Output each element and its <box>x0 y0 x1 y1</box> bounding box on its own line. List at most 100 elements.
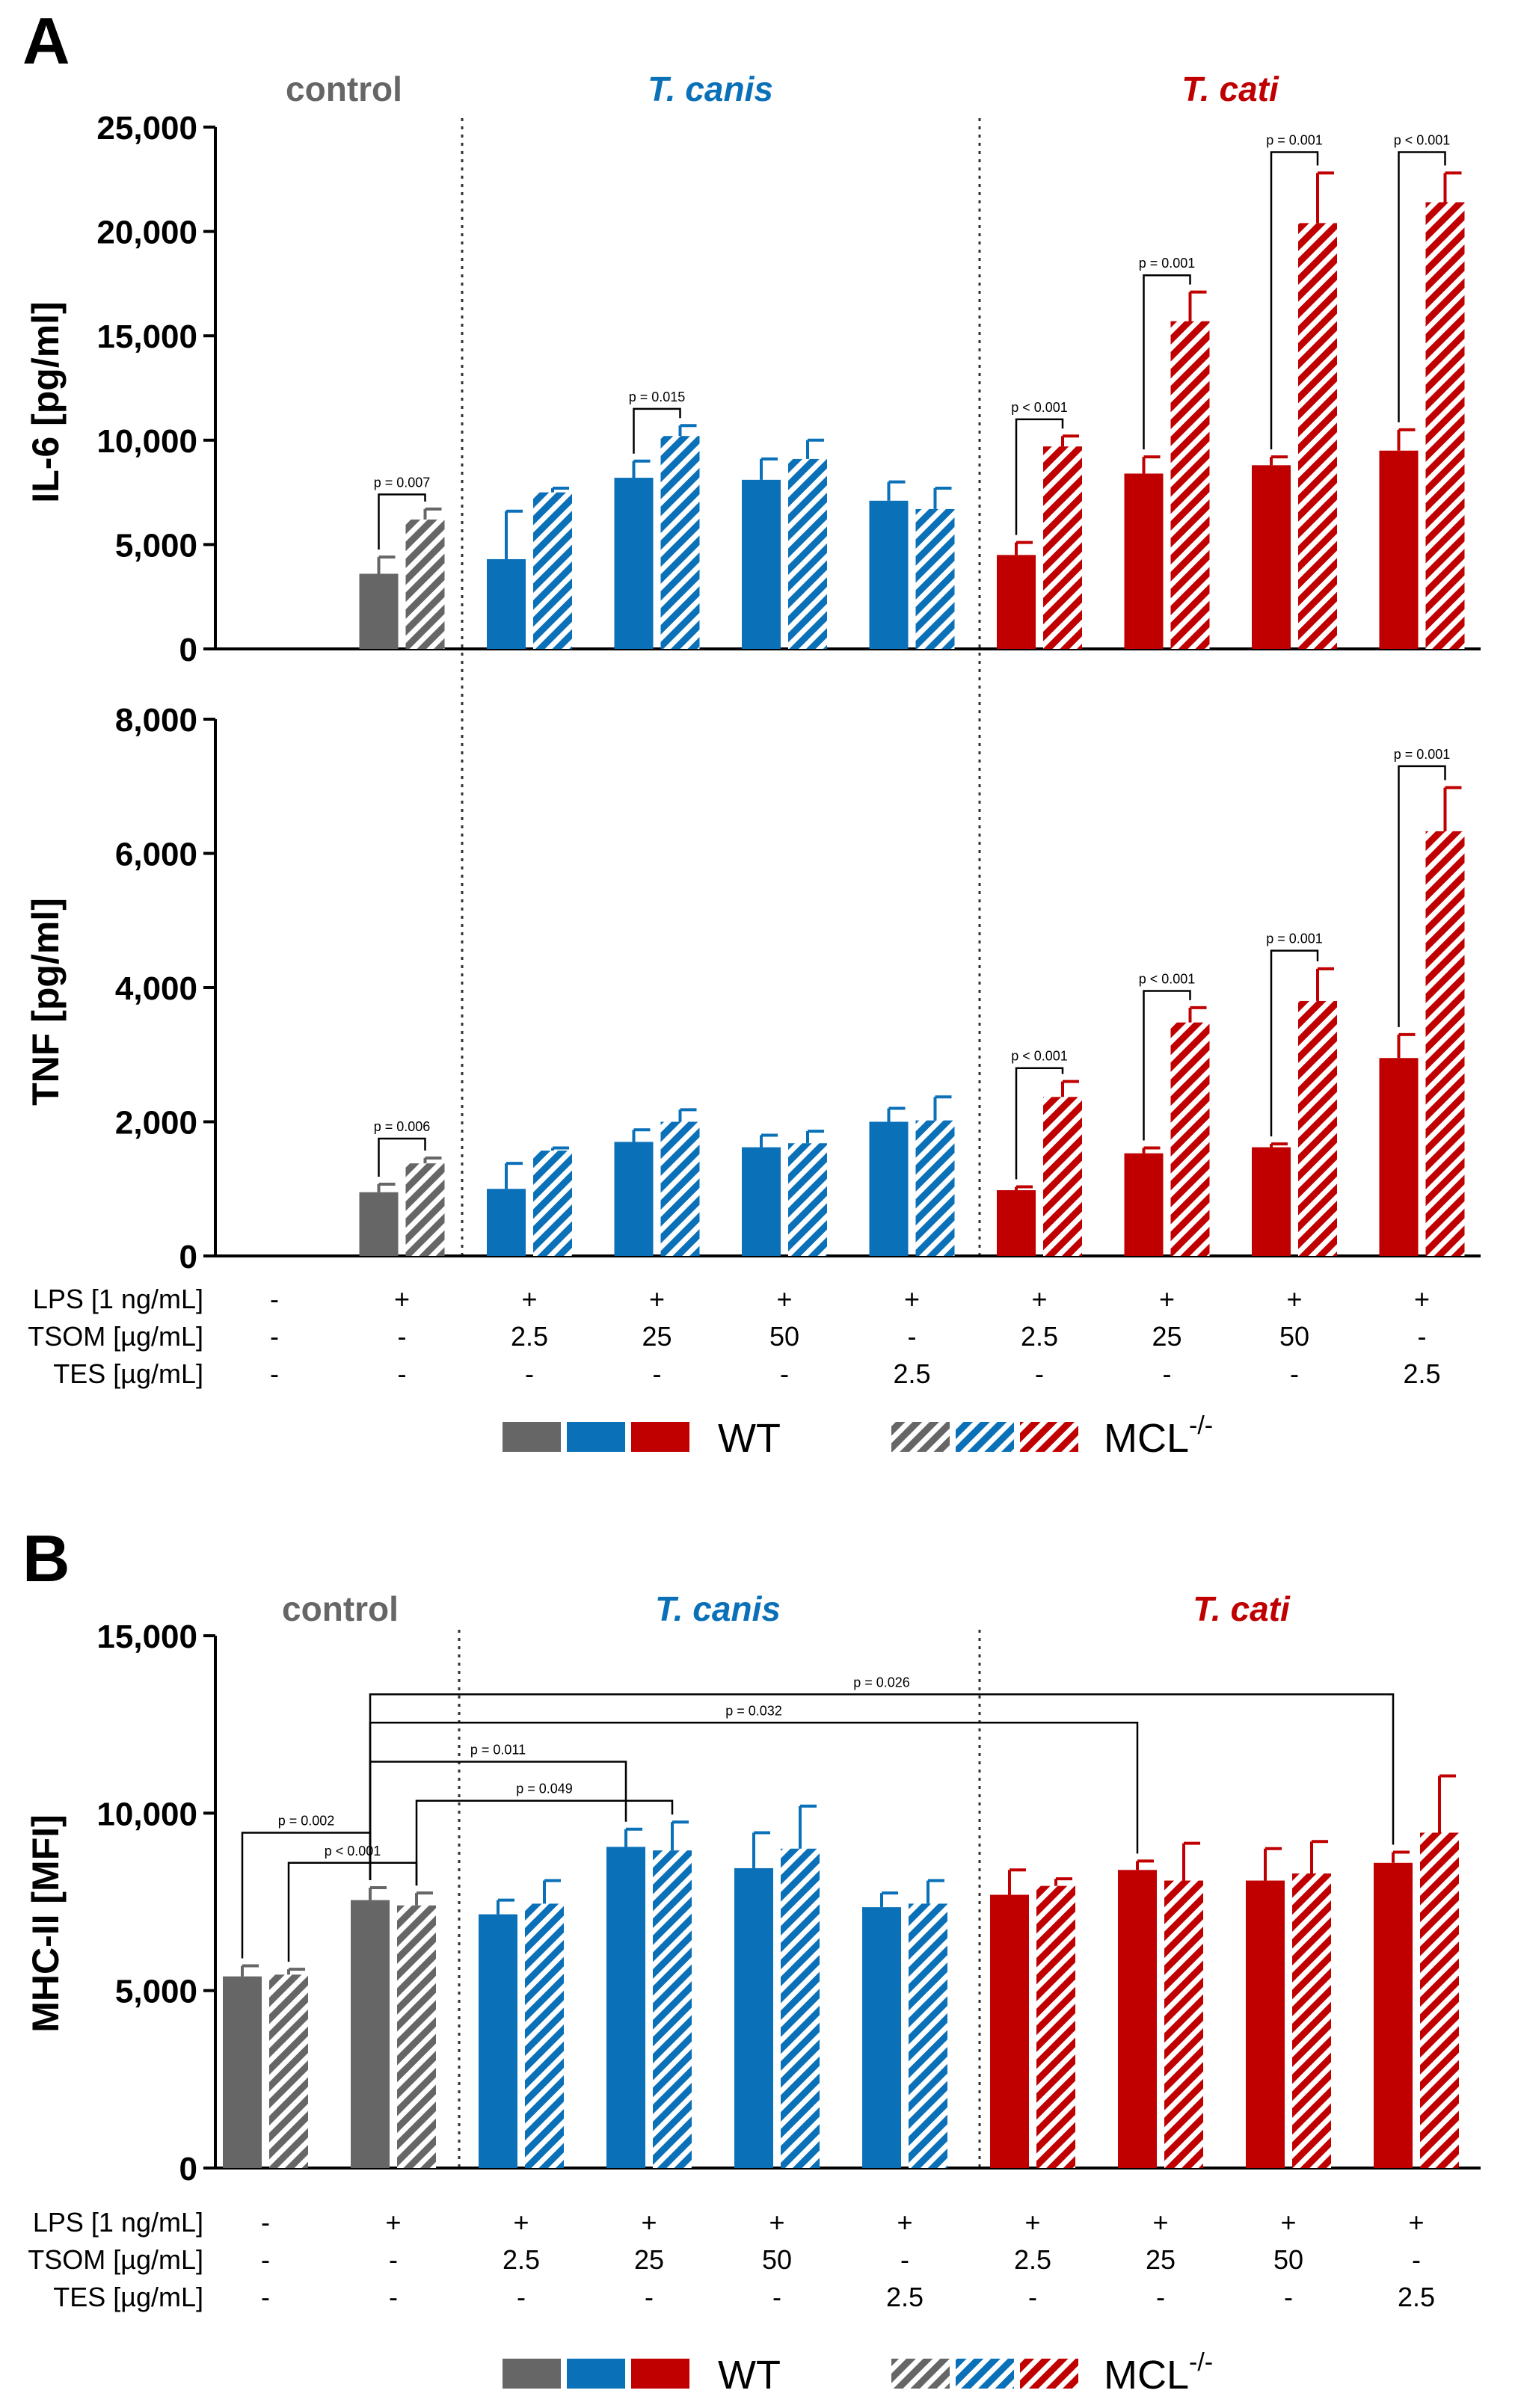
cell-lps: + <box>521 1284 537 1314</box>
bar <box>405 519 445 649</box>
cell-tsom: 25 <box>1152 1321 1181 1352</box>
cell-tes: - <box>772 2282 781 2312</box>
p-value-label: p < 0.001 <box>1011 400 1068 415</box>
cell-lps: + <box>776 1284 792 1314</box>
bar <box>1124 1153 1164 1256</box>
cell-tes: - <box>1028 2282 1037 2312</box>
panel-label-b: B <box>22 1521 70 1595</box>
row-label-tsom: TSOM [µg/mL] <box>28 2244 203 2275</box>
y-tick-label: 0 <box>179 2151 197 2187</box>
cell-lps: + <box>394 1284 410 1314</box>
bar <box>869 500 909 649</box>
cell-tsom: 2.5 <box>503 2244 540 2275</box>
bar <box>1170 321 1210 649</box>
legend-label-ko-sup: -/- <box>1189 1411 1213 1440</box>
p-value-label: p = 0.001 <box>1394 747 1451 762</box>
row-label-tsom: TSOM [µg/mL] <box>28 1321 203 1352</box>
p-value-label: p < 0.001 <box>325 1844 381 1859</box>
group-title-control-b: control <box>282 1589 399 1628</box>
cell-tsom: - <box>389 2244 398 2275</box>
group-title-cati-a: T. cati <box>1181 70 1279 108</box>
legend-swatch-ko-canis-b <box>956 2359 1014 2389</box>
cell-lps: - <box>270 1284 279 1314</box>
bar <box>915 1120 955 1256</box>
cell-lps: + <box>385 2207 401 2238</box>
significance-bracket <box>1143 990 1191 1141</box>
cell-lps: + <box>769 2207 784 2238</box>
p-value-label: p = 0.026 <box>853 1675 910 1690</box>
bar <box>1252 1147 1291 1256</box>
y-axis-label: TNF [pg/ml] <box>25 898 67 1106</box>
bar <box>1036 1885 1075 2168</box>
bar <box>788 458 827 649</box>
cell-tes: 2.5 <box>886 2282 924 2312</box>
bar <box>397 1905 436 2168</box>
bar <box>1170 1022 1210 1256</box>
bar <box>742 1147 781 1256</box>
legend-label-ko-b: MCL-/- <box>1104 2348 1213 2398</box>
cell-tes: 2.5 <box>1403 1358 1440 1389</box>
bar <box>1374 1862 1413 2168</box>
bar <box>1252 465 1291 649</box>
y-tick-label: 10,000 <box>96 423 197 460</box>
bar <box>1292 1873 1331 2168</box>
cell-tes: - <box>1035 1358 1044 1389</box>
cell-tes: - <box>261 2282 270 2312</box>
cell-lps: + <box>513 2207 529 2238</box>
bar <box>1043 446 1082 649</box>
bar <box>660 436 700 649</box>
bar <box>614 1142 654 1256</box>
significance-bracket <box>1398 151 1446 422</box>
bar <box>1118 1870 1157 2168</box>
bar <box>614 478 654 649</box>
legend-swatch-wt-control <box>503 1422 561 1452</box>
cell-lps: + <box>1280 2207 1296 2238</box>
legend-swatch-wt-canis-b <box>567 2359 625 2389</box>
p-value-label: p < 0.001 <box>1139 971 1196 986</box>
bar <box>990 1894 1029 2168</box>
legend-swatch-wt-cati <box>631 1422 689 1452</box>
legend-label-ko-base: MCL <box>1104 1416 1189 1461</box>
group-title-cati-b: T. cati <box>1193 1589 1291 1628</box>
legend-label-wt: WT <box>718 1416 781 1461</box>
cell-tsom: - <box>1418 1321 1427 1352</box>
cell-tsom: 50 <box>1279 1321 1309 1352</box>
cell-tes: - <box>270 1358 279 1389</box>
cell-tes: - <box>389 2282 398 2312</box>
legend-swatch-wt-control-b <box>503 2359 561 2389</box>
significance-line <box>369 1693 1395 1881</box>
cell-lps: + <box>1031 1284 1047 1314</box>
cell-tes: - <box>525 1358 534 1389</box>
cell-lps: + <box>1159 1284 1175 1314</box>
cell-tsom: 50 <box>762 2244 792 2275</box>
bar <box>487 1189 526 1256</box>
bar <box>1043 1097 1082 1256</box>
cell-lps: + <box>649 1284 665 1314</box>
p-value-label: p = 0.002 <box>278 1813 335 1828</box>
bar <box>1425 831 1465 1256</box>
cell-tes: - <box>653 1358 662 1389</box>
row-label-lps: LPS [1 ng/mL] <box>33 1284 203 1314</box>
significance-bracket <box>1143 274 1191 450</box>
cell-lps: + <box>1152 2207 1168 2238</box>
bar <box>405 1163 445 1256</box>
bar <box>869 1121 909 1256</box>
p-value-label: p = 0.001 <box>1266 932 1323 946</box>
cell-tsom: - <box>398 1321 407 1352</box>
p-value-label: p < 0.001 <box>1394 133 1451 148</box>
y-tick-label: 0 <box>179 1239 197 1275</box>
legend-label-ko: MCL-/- <box>1104 1411 1213 1461</box>
bar <box>742 479 781 649</box>
legend-swatch-ko-cati <box>1020 1422 1078 1452</box>
chart-mhcii: 0 5,000 10,000 15,000 MHC-II [MFI] p = 0.002 p… <box>25 1619 1481 2187</box>
y-tick-label: 6,000 <box>115 837 197 873</box>
bar <box>1298 223 1337 649</box>
bar <box>660 1121 700 1256</box>
cell-tsom: - <box>261 2244 270 2275</box>
bar <box>1425 202 1465 650</box>
significance-bracket <box>1398 765 1446 1027</box>
bar <box>359 1192 399 1256</box>
cell-tsom: - <box>1412 2244 1421 2275</box>
y-tick-label: 20,000 <box>96 215 197 251</box>
